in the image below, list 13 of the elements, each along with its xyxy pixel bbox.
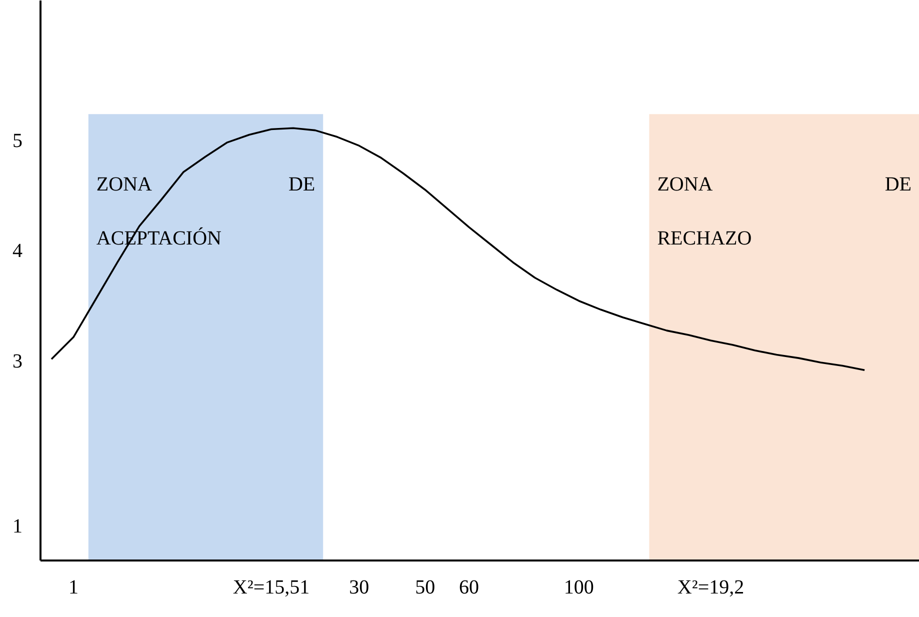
x-tick-label: 100 — [564, 576, 594, 598]
x-tick-label: X²=19,2 — [677, 576, 744, 598]
y-tick-label: 3 — [12, 350, 22, 372]
line-series — [50, 127, 866, 372]
y-tick-label: 4 — [12, 240, 22, 262]
x-tick-label: X²=15,51 — [232, 576, 310, 598]
y-tick-label: 1 — [12, 515, 22, 538]
x-tick-label: 60 — [459, 576, 480, 598]
x-tick-label: 30 — [349, 576, 370, 598]
y-tick-label: 5 — [12, 130, 22, 152]
text: ZONA DE RECHAZO — [657, 173, 912, 250]
x-tick-label: 50 — [415, 576, 436, 598]
x-tick-label: 1 — [68, 576, 78, 598]
